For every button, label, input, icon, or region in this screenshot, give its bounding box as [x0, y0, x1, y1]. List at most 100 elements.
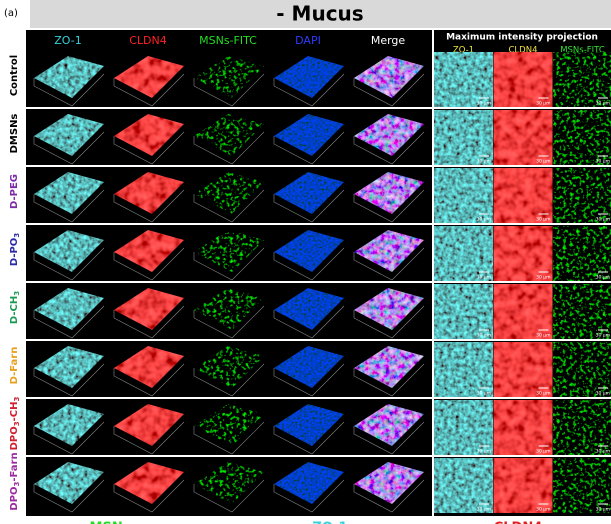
confocal-stack: [274, 404, 344, 446]
projection-image: [553, 110, 611, 165]
stack-axis: [273, 363, 345, 397]
confocal-stack: [194, 172, 264, 214]
confocal-stack: [114, 462, 184, 504]
stack-axis: [33, 305, 105, 339]
stack-axis: [33, 363, 105, 397]
projection-image: [553, 226, 611, 281]
confocal-stack: [34, 230, 104, 272]
stack-axis: [193, 479, 265, 513]
label-text: D-PEG: [9, 174, 20, 209]
confocal-stack: [354, 462, 424, 504]
confocal-stack: [114, 404, 184, 446]
projection-title: Maximum intensity projection: [446, 33, 598, 43]
projection-image: [493, 458, 553, 513]
stack-axis: [193, 363, 265, 397]
label-text: Control: [9, 55, 20, 96]
label-text: DPO: [9, 426, 20, 450]
projection-image: [434, 458, 493, 513]
stack-axis: [273, 131, 345, 165]
label-text: -CH: [9, 402, 20, 422]
scale-bar-label: 30 µm: [477, 275, 491, 281]
row-label: Control: [9, 55, 20, 96]
stack-axis: [353, 131, 425, 165]
confocal-stack: [354, 114, 424, 156]
scale-bar-label: 30 µm: [536, 507, 550, 513]
scale-bar-label: 30 µm: [536, 333, 550, 339]
stack-axis: [353, 305, 425, 339]
stack-axis: [273, 247, 345, 281]
confocal-stack: [274, 462, 344, 504]
column-header: CLDN4: [129, 34, 167, 47]
stack-axis: [33, 131, 105, 165]
footer-label: CLDN4: [494, 521, 543, 524]
confocal-stack: [274, 288, 344, 330]
stack-axis: [113, 189, 185, 223]
projection-image: [493, 342, 553, 397]
row-label: DPO3-CH3: [9, 397, 21, 451]
scale-bar-label: 30 µm: [536, 217, 550, 223]
projection-header: CLDN4: [509, 46, 538, 56]
scale-bar-label: 30 µm: [536, 159, 550, 165]
scale-bar-label: 30 µm: [596, 159, 610, 165]
confocal-stack: [354, 288, 424, 330]
stack-axis: [33, 189, 105, 223]
label-text: DMSNs: [9, 114, 20, 154]
scale-bar-label: 30 µm: [477, 507, 491, 513]
scale-bar-label: 30 µm: [477, 449, 491, 455]
stack-axis: [353, 247, 425, 281]
confocal-stack: [114, 346, 184, 388]
label-subscript: 3: [13, 481, 21, 486]
label-subscript: 3: [13, 291, 21, 296]
confocal-stack: [194, 462, 264, 504]
projection-header: ZO-1: [453, 46, 474, 56]
stack-axis: [353, 421, 425, 455]
footer-label: ZO-1: [312, 521, 347, 524]
stack-axis: [113, 363, 185, 397]
scale-bar-label: 30 µm: [477, 159, 491, 165]
stack-axis: [193, 73, 265, 107]
stack-axis: [193, 247, 265, 281]
confocal-stack: [34, 288, 104, 330]
confocal-stack: [34, 114, 104, 156]
stack-axis: [113, 73, 185, 107]
stack-axis: [273, 421, 345, 455]
confocal-stack: [194, 346, 264, 388]
scale-bar-label: 30 µm: [596, 217, 610, 223]
scale-bar-label: 30 µm: [596, 507, 610, 513]
projection-image: [553, 52, 611, 107]
scale-bar-label: 30 µm: [596, 391, 610, 397]
projection-image: [493, 226, 553, 281]
label-text: D-Farn: [9, 347, 20, 385]
projection-image: [434, 226, 493, 281]
stack-axis: [113, 131, 185, 165]
projection-image: [493, 284, 553, 339]
label-text: -Farn: [9, 452, 20, 481]
projection-image: [553, 342, 611, 397]
confocal-stack: [274, 56, 344, 98]
label-subscript: 3: [13, 233, 21, 238]
stack-axis: [33, 421, 105, 455]
scale-bar-label: 30 µm: [477, 217, 491, 223]
label-text: DPO: [9, 486, 20, 510]
row-label: DPO3-Farn: [9, 452, 21, 510]
column-header: ZO-1: [54, 34, 81, 47]
confocal-stack: [274, 346, 344, 388]
projection-image: [434, 342, 493, 397]
confocal-stack: [194, 230, 264, 272]
projection-image: [434, 284, 493, 339]
confocal-stack: [194, 114, 264, 156]
scale-bar-label: 30 µm: [536, 391, 550, 397]
scale-bar-label: 30 µm: [536, 449, 550, 455]
confocal-stack: [354, 404, 424, 446]
confocal-stack: [114, 230, 184, 272]
projection-image: [434, 168, 493, 223]
confocal-stack: [114, 172, 184, 214]
label-subscript: 3: [13, 397, 21, 402]
stack-axis: [33, 479, 105, 513]
scale-bar-label: 30 µm: [536, 275, 550, 281]
projection-image: [493, 110, 553, 165]
confocal-stack: [274, 230, 344, 272]
stack-axis: [193, 189, 265, 223]
